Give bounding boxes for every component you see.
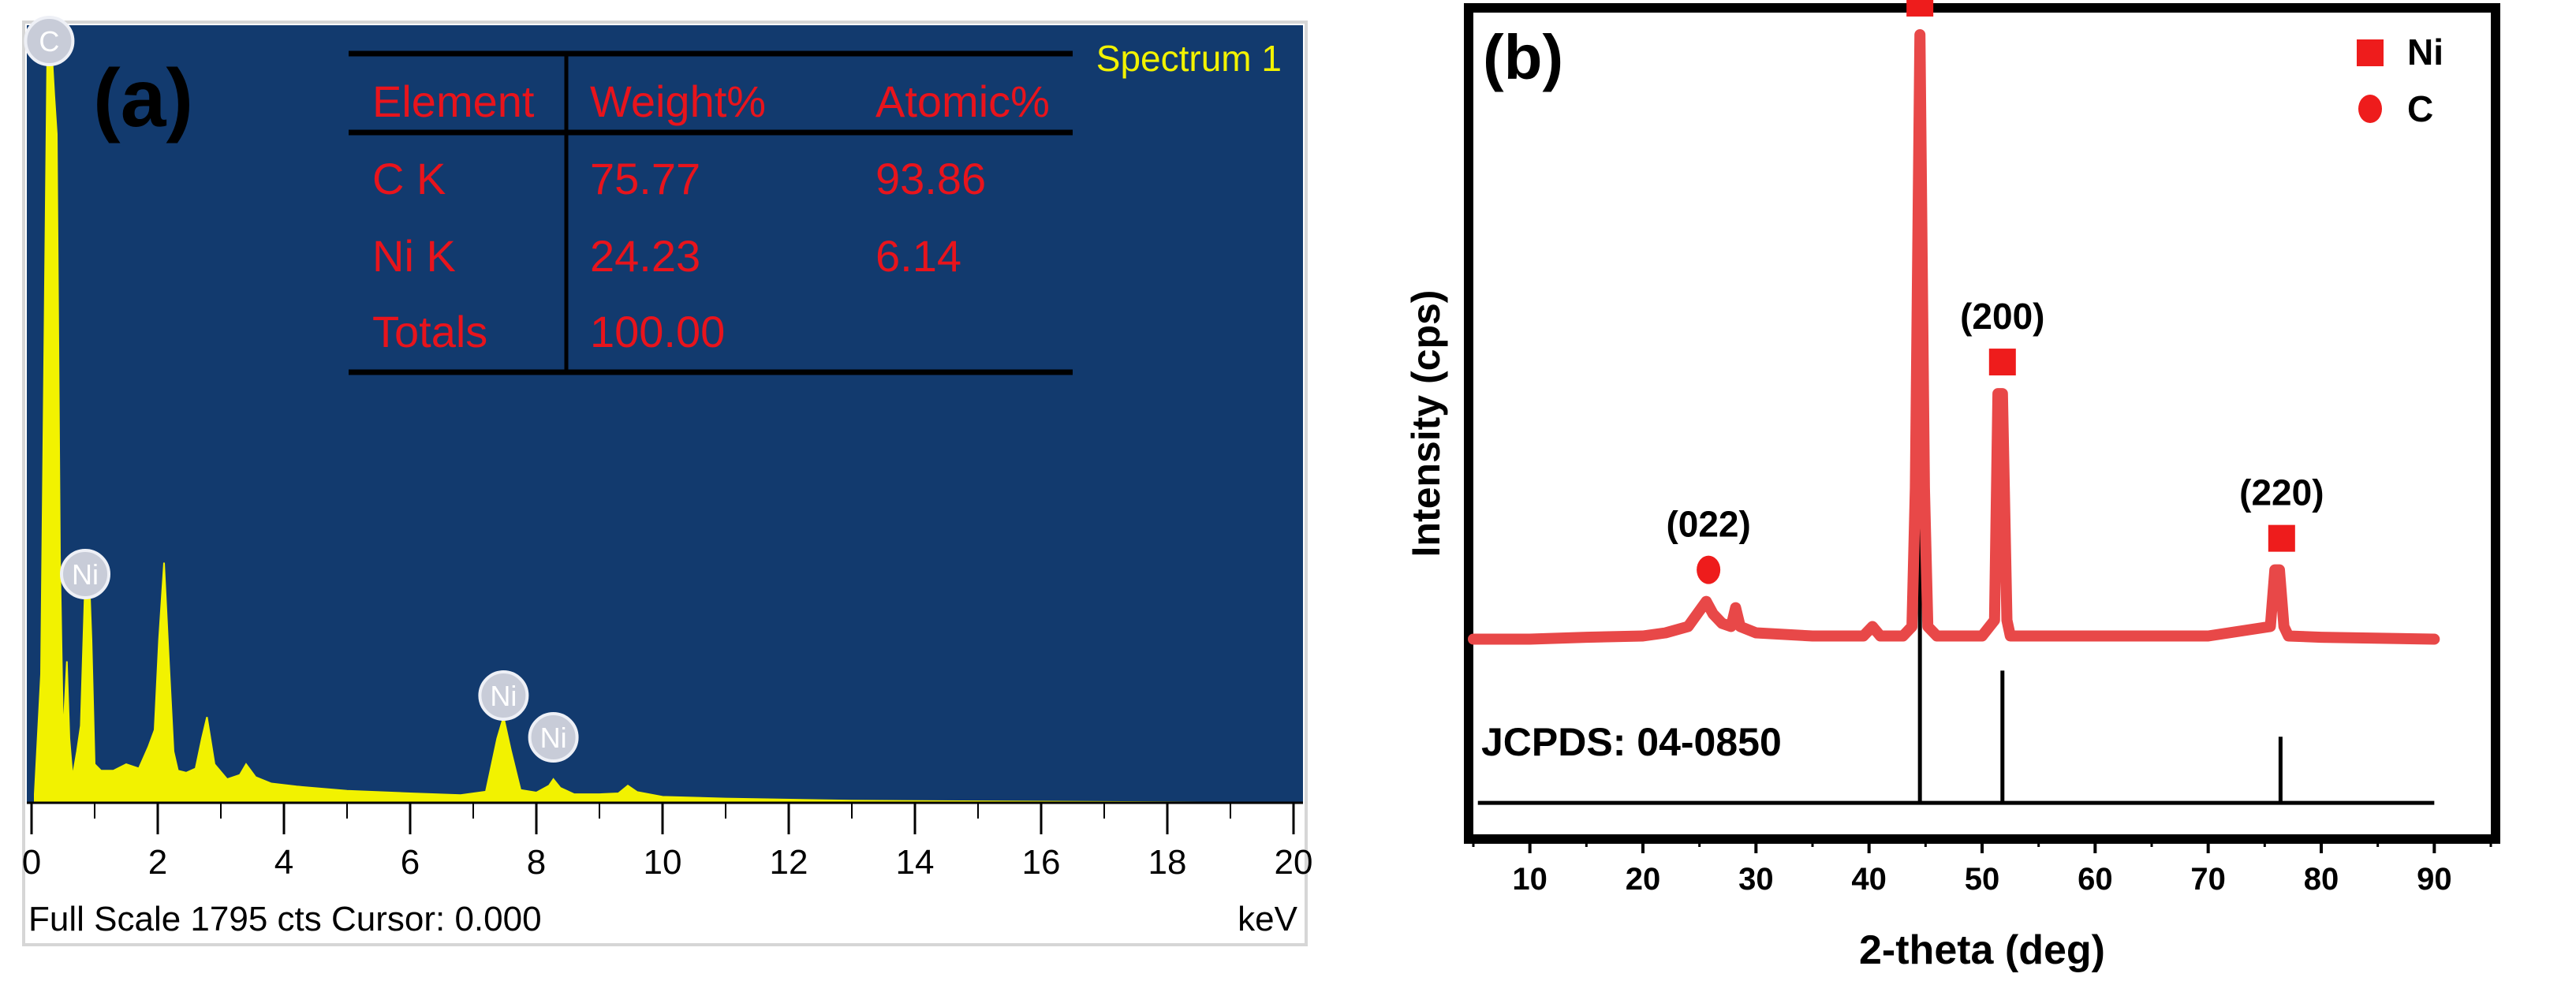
xrd-x-tick-label: 80 [2304, 862, 2339, 897]
table-cell-ni-element: Ni K [372, 231, 456, 281]
xrd-peak-annotation-0: (022) [1666, 504, 1751, 584]
xrd-series-layer [1468, 29, 2440, 645]
xrd-peak-marker-square [2268, 524, 2295, 552]
eds-x-tick-label: 16 [1022, 843, 1061, 882]
eds-peak-marker-label: Ni [72, 558, 99, 591]
table-header-weight: Weight% [590, 76, 766, 126]
legend-c-marker [2358, 95, 2382, 123]
xrd-x-tick-label: 60 [2078, 862, 2113, 897]
eds-composition-table: Element Weight% Atomic% C K 75.77 93.86 … [349, 50, 1073, 375]
xrd-reference-pattern [1477, 487, 2435, 805]
eds-peak-marker-label: C [39, 25, 59, 58]
xrd-series-line-0 [1468, 29, 2440, 645]
eds-x-tick-label: 8 [527, 843, 546, 882]
eds-x-tick-label: 0 [22, 843, 41, 882]
eds-unit-label: keV [1238, 900, 1297, 938]
xrd-x-tick-label: 90 [2417, 862, 2452, 897]
eds-peak-marker-label: Ni [490, 680, 517, 712]
table-cell-totals-weight: 100.00 [590, 307, 725, 356]
eds-peak-marker-badge [528, 712, 579, 763]
xrd-peak-marker-square [1988, 349, 2016, 376]
eds-peak-marker-badge [24, 16, 75, 66]
xrd-peak-annotation-1: (111) [1906, 0, 1934, 17]
xrd-peak-label: (022) [1666, 504, 1750, 545]
eds-x-ticks: 0 2 4 6 8 10 12 14 16 18 20 [22, 803, 1313, 882]
eds-x-tick-label: 2 [148, 843, 167, 882]
eds-peak-marker-label: Ni [540, 722, 567, 754]
eds-x-tick-label: 4 [274, 843, 293, 882]
eds-spectrum-layer [34, 49, 1294, 804]
xrd-peak-annotation-3: (220) [2239, 472, 2324, 552]
xrd-x-tick-label: 10 [1512, 862, 1547, 897]
xrd-panel-label: (b) [1483, 22, 1563, 92]
eds-panel-label: (a) [93, 53, 193, 144]
xrd-x-tick-label: 20 [1626, 862, 1661, 897]
eds-x-tick-label: 12 [770, 843, 808, 882]
legend-ni-marker [2357, 39, 2384, 66]
eds-x-tick-label: 18 [1148, 843, 1187, 882]
eds-spectrum-series-0 [34, 49, 1294, 804]
xrd-y-axis-title: Intensity (cps) [1404, 290, 1448, 558]
xrd-peak-marker-circle [1697, 555, 1721, 584]
eds-panel: C Ni Ni Ni 0 2 4 6 8 10 12 14 16 18 20 Full Scale 179… [22, 16, 1313, 946]
xrd-peak-label: (200) [1960, 296, 2044, 337]
eds-peak-marker-0: C [24, 16, 75, 66]
xrd-reference-label: JCPDS: 04-0850 [1481, 720, 1782, 764]
eds-status-bar [27, 803, 1303, 942]
xrd-x-tick-label: 70 [2190, 862, 2226, 897]
xrd-x-axis-title: 2-theta (deg) [1859, 927, 2105, 973]
xrd-x-tick-label: 50 [1965, 862, 2000, 897]
table-cell-ni-weight: 24.23 [590, 231, 700, 281]
eds-chart-title: Spectrum 1 [1096, 38, 1282, 79]
table-cell-c-atomic: 93.86 [875, 154, 986, 203]
xrd-peak-annotations: (022) (111) (200) (220) [1666, 0, 2324, 584]
xrd-plot-frame [1464, 3, 2500, 844]
xrd-legend: Ni C [2357, 32, 2443, 129]
xrd-peak-label: (220) [2239, 472, 2324, 513]
table-header-element: Element [372, 76, 535, 126]
table-cell-c-element: C K [372, 154, 446, 203]
legend-c-label: C [2407, 88, 2433, 129]
xrd-peak-marker-square [1906, 0, 1934, 17]
xrd-peak-annotation-2: (200) [1960, 296, 2044, 376]
eds-x-tick-label: 20 [1275, 843, 1313, 882]
eds-peak-markers: C Ni Ni Ni [24, 16, 579, 763]
xrd-x-tick-label: 30 [1738, 862, 1774, 897]
eds-peak-marker-3: Ni [528, 712, 579, 763]
table-cell-totals-element: Totals [372, 307, 487, 356]
eds-peak-marker-2: Ni [478, 670, 529, 721]
eds-plot-background [27, 25, 1303, 803]
eds-peak-marker-1: Ni [60, 549, 110, 599]
eds-peak-marker-badge [60, 549, 110, 599]
legend-ni-label: Ni [2407, 32, 2443, 73]
xrd-panel: (022)(111)(200)(220) 102030405060708090 … [1404, 0, 2500, 973]
xrd-x-ticks: 10 20 30 40 50 60 70 80 90 [1472, 839, 2492, 897]
eds-status-text: Full Scale 1795 cts Cursor: 0.000 [28, 900, 542, 938]
eds-x-tick-label: 10 [644, 843, 682, 882]
table-cell-ni-atomic: 6.14 [875, 231, 961, 281]
table-header-atomic: Atomic% [875, 76, 1050, 126]
table-cell-c-weight: 75.77 [590, 154, 700, 203]
eds-peak-marker-badge [478, 670, 529, 721]
xrd-x-tick-label: 40 [1851, 862, 1887, 897]
eds-x-tick-label: 14 [896, 843, 935, 882]
eds-x-tick-label: 6 [401, 843, 420, 882]
